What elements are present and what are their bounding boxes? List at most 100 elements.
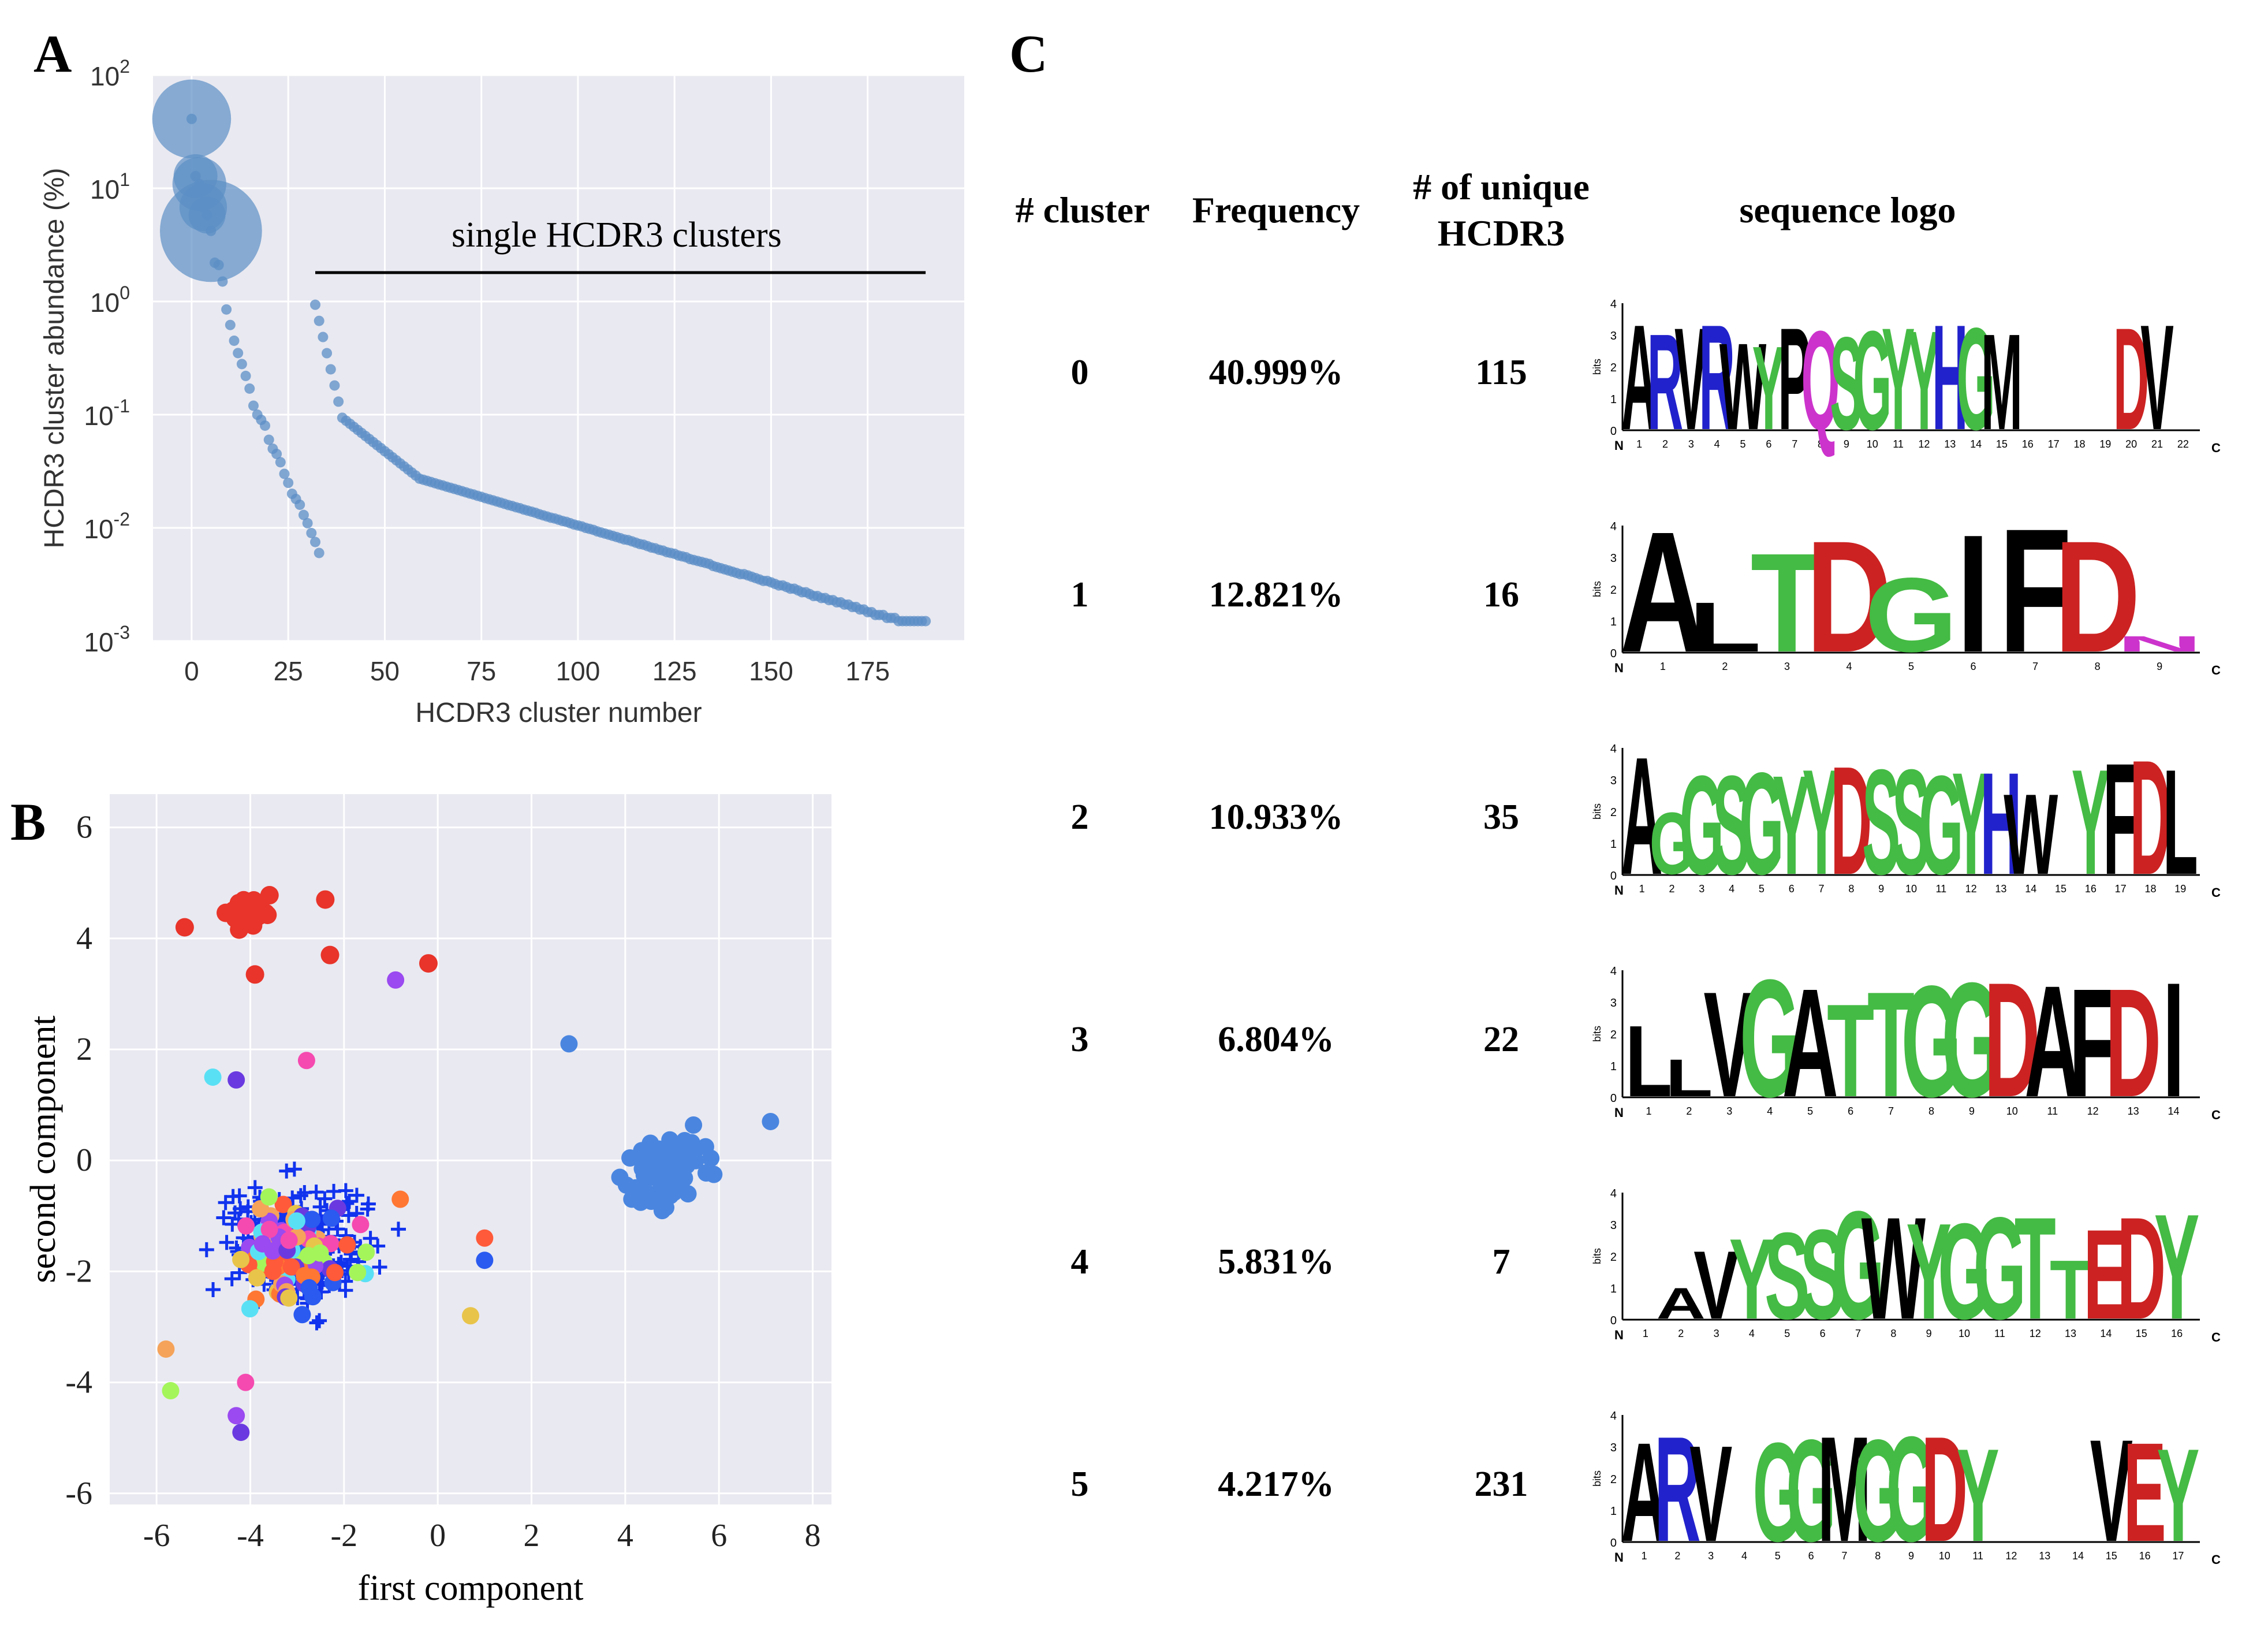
point-mixed-cluster — [162, 1382, 180, 1400]
point-mixed-cluster — [476, 1252, 494, 1269]
point-cluster-0 — [681, 1141, 699, 1159]
logo-letter: G — [1753, 1414, 1803, 1571]
logo-letter: Y — [1773, 746, 1811, 904]
logo-letter: E — [2124, 1414, 2166, 1571]
logo-position-tick: 13 — [1995, 883, 2006, 895]
logo-position-tick: 8 — [1928, 1105, 1934, 1117]
point-singleton — [308, 1185, 324, 1200]
point-singleton — [279, 1163, 294, 1179]
logo-position-tick: 12 — [1918, 438, 1930, 450]
logo-position-tick: 1 — [1636, 438, 1642, 450]
point-singleton — [247, 1180, 263, 1195]
logo-position-tick: 6 — [1766, 438, 1771, 450]
logo-letter: D — [2130, 726, 2172, 908]
logo-y-tick: 0 — [1610, 1092, 1617, 1105]
logo-position-tick: 2 — [1686, 1105, 1692, 1117]
logo-position-tick: 14 — [2072, 1550, 2084, 1562]
logo-letter: G — [1831, 1179, 1885, 1351]
logo-letter: F — [1999, 493, 2072, 690]
logo-letter: S — [1830, 309, 1863, 457]
logo-y-tick: 1 — [1610, 838, 1617, 851]
point-cluster-0 — [650, 1140, 668, 1158]
logo-position-tick: 14 — [2100, 1328, 2112, 1339]
logo-position-tick: 17 — [2115, 883, 2127, 895]
abundance-point — [221, 304, 232, 315]
logo-position-tick: 4 — [1714, 438, 1720, 450]
logo-y-tick: 2 — [1610, 1473, 1617, 1486]
point-mixed-cluster — [204, 1068, 222, 1086]
header-frequency: Frequency — [1192, 189, 1360, 230]
logo-letter: Y — [1906, 1195, 1952, 1348]
logo-letter: S — [1765, 1207, 1810, 1345]
x-tick-label: 175 — [845, 656, 890, 686]
logo-position-tick: 15 — [2055, 883, 2066, 895]
logo-letter: G — [1919, 746, 1964, 904]
x-tick-label: 100 — [556, 656, 600, 686]
logo-letter: G — [1853, 301, 1892, 459]
logo-y-tick: 0 — [1610, 647, 1617, 660]
logo-letter: M — [1818, 1406, 1871, 1573]
x-tick-label: 6 — [711, 1518, 727, 1554]
logo-y-tick: 0 — [1610, 870, 1617, 882]
point-cluster-1 — [316, 890, 335, 909]
point-mixed-cluster — [248, 1269, 266, 1287]
point-mixed-cluster — [288, 1212, 305, 1230]
abundance-point — [236, 359, 247, 370]
point-mixed-cluster — [352, 1216, 370, 1234]
logo-letter: G — [1650, 795, 1695, 893]
logo-position-tick: 13 — [2065, 1328, 2076, 1339]
logo-y-tick: 1 — [1610, 393, 1617, 406]
logo-letter: G — [1957, 297, 1995, 460]
logo-position-tick: 4 — [1846, 661, 1852, 672]
logo-position-tick: 9 — [1844, 438, 1849, 450]
logo-position-tick: 7 — [1855, 1328, 1861, 1339]
logo-n-label: N — [1614, 438, 1624, 453]
logo-letter: D — [2054, 508, 2140, 685]
y-tick-label: 2 — [76, 1031, 92, 1067]
logo-letter: I — [1957, 501, 1990, 688]
abundance-point — [233, 348, 244, 359]
unique-hcdr3-count: 7 — [1492, 1242, 1510, 1282]
logo-position-tick: 4 — [1767, 1105, 1773, 1117]
abundance-point — [314, 315, 324, 326]
logo-n-label: N — [1614, 1328, 1624, 1342]
logo-letter: A — [1657, 1279, 1706, 1328]
point-mixed-cluster — [227, 1407, 245, 1425]
logo-y-tick: 2 — [1610, 362, 1617, 374]
logo-position-tick: 2 — [1678, 1328, 1684, 1339]
point-cluster-0 — [697, 1164, 715, 1182]
point-mixed-cluster — [387, 971, 405, 989]
logo-position-tick: 4 — [1749, 1328, 1755, 1339]
logo-bits-label: bits — [1591, 803, 1603, 820]
logo-position-tick: 11 — [1935, 883, 1946, 895]
logo-letter: V — [2090, 1410, 2133, 1573]
logo-position-tick: 8 — [1890, 1328, 1896, 1339]
logo-letter: W — [1719, 317, 1766, 456]
panel-label-a: A — [33, 24, 72, 83]
logo-y-tick: 3 — [1610, 552, 1617, 565]
logo-letter: M — [1981, 306, 2023, 458]
logo-n-label: N — [1614, 1105, 1624, 1120]
logo-letter: D — [2105, 956, 2161, 1129]
logo-y-tick: 3 — [1610, 1442, 1617, 1454]
logo-letter: G — [1938, 1195, 1991, 1348]
point-mixed-cluster — [297, 1052, 315, 1070]
logo-letter: A — [1621, 1414, 1667, 1571]
logo-letter: G — [1901, 952, 1962, 1130]
abundance-point — [310, 299, 320, 310]
annotation-text: single HCDR3 clusters — [452, 215, 782, 255]
y-tick-label: 100 — [90, 282, 130, 318]
x-tick-label: 75 — [467, 656, 496, 686]
cluster-number: 4 — [1070, 1242, 1089, 1282]
logo-y-tick: 1 — [1610, 1283, 1617, 1295]
abundance-point — [310, 537, 320, 548]
logo-position-tick: 6 — [1820, 1328, 1826, 1339]
logo-bits-label: bits — [1591, 581, 1603, 597]
logo-position-tick: 1 — [1642, 1550, 1647, 1562]
logo-position-tick: 7 — [1792, 438, 1797, 450]
point-singleton — [232, 1188, 247, 1204]
abundance-point — [225, 319, 236, 330]
unique-hcdr3-count: 22 — [1483, 1020, 1519, 1059]
point-singleton — [372, 1259, 387, 1275]
logo-position-tick: 9 — [1878, 883, 1884, 895]
